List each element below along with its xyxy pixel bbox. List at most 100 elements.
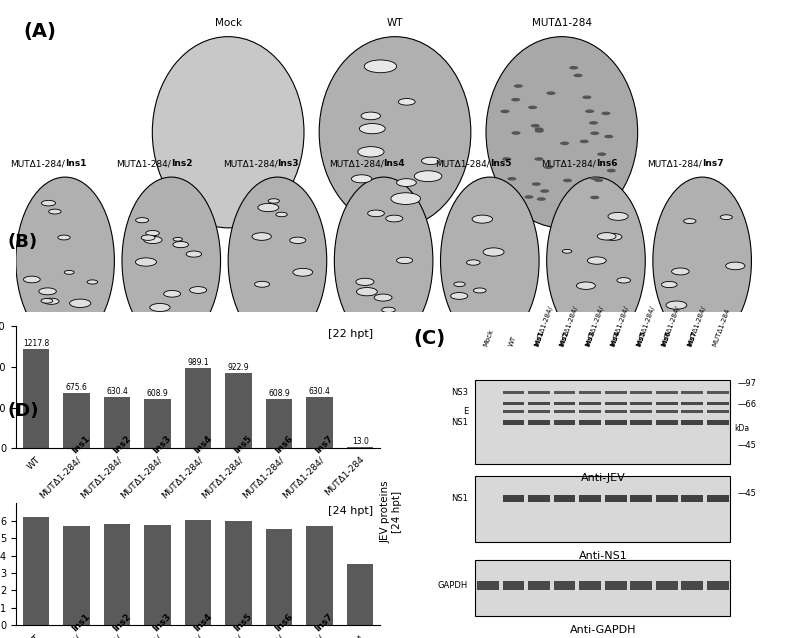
Text: Ins7: Ins7	[687, 330, 698, 347]
Bar	[266, 399, 292, 449]
Text: —66: —66	[738, 399, 757, 409]
Bar	[554, 410, 575, 413]
Circle shape	[720, 215, 732, 219]
Bar	[656, 410, 678, 413]
Text: Ins3: Ins3	[585, 330, 596, 347]
Text: Mock: Mock	[215, 18, 242, 27]
Text: Ins5: Ins5	[635, 330, 647, 347]
Bar	[604, 410, 626, 413]
Text: Ins1: Ins1	[70, 611, 92, 633]
Circle shape	[601, 112, 611, 115]
Circle shape	[414, 171, 442, 182]
Circle shape	[726, 262, 745, 270]
Circle shape	[569, 66, 578, 70]
Circle shape	[397, 179, 416, 186]
Bar	[681, 581, 703, 590]
Text: WT: WT	[508, 335, 517, 347]
Bar	[604, 581, 626, 590]
Circle shape	[532, 182, 541, 186]
Circle shape	[135, 258, 156, 266]
Text: [22 hpt]: [22 hpt]	[328, 329, 373, 339]
Circle shape	[507, 177, 517, 181]
Circle shape	[514, 84, 523, 88]
Bar	[347, 564, 374, 625]
Circle shape	[43, 298, 59, 304]
Bar	[656, 495, 678, 503]
Text: WT: WT	[387, 18, 403, 27]
Text: (A): (A)	[24, 22, 56, 41]
Bar	[579, 391, 601, 394]
Bar	[554, 581, 575, 590]
Text: Ins7: Ins7	[314, 611, 335, 633]
Circle shape	[483, 248, 504, 256]
Text: Ins6: Ins6	[596, 159, 618, 168]
Bar	[528, 410, 550, 413]
Bar	[307, 397, 333, 449]
Text: Ins1: Ins1	[533, 330, 545, 347]
Circle shape	[364, 60, 397, 73]
Bar	[528, 581, 550, 590]
Text: (C): (C)	[413, 329, 446, 348]
Circle shape	[136, 218, 149, 223]
Text: 630.4: 630.4	[309, 387, 330, 396]
Circle shape	[358, 147, 384, 157]
Circle shape	[450, 293, 468, 299]
Bar	[630, 495, 652, 503]
Bar	[579, 581, 601, 590]
Circle shape	[597, 233, 616, 240]
Bar	[681, 495, 703, 503]
Text: Anti-GAPDH: Anti-GAPDH	[570, 625, 636, 635]
Circle shape	[540, 189, 549, 193]
Circle shape	[574, 73, 582, 77]
Bar	[656, 402, 678, 405]
Text: WT: WT	[26, 633, 43, 638]
Ellipse shape	[16, 177, 115, 345]
Bar	[681, 410, 703, 413]
Text: 675.6: 675.6	[66, 383, 88, 392]
Circle shape	[672, 268, 689, 275]
Circle shape	[577, 282, 596, 290]
Circle shape	[150, 304, 170, 311]
Bar	[23, 350, 49, 449]
Text: MUTΔ1-284/: MUTΔ1-284/	[559, 305, 579, 347]
Text: Ins4: Ins4	[192, 433, 213, 455]
Bar	[579, 410, 601, 413]
Bar	[104, 524, 130, 625]
Text: E: E	[463, 406, 468, 416]
Text: Ins1: Ins1	[70, 433, 92, 455]
Circle shape	[382, 307, 395, 313]
Bar	[656, 420, 678, 424]
Circle shape	[467, 260, 480, 265]
Text: Ins6: Ins6	[273, 433, 295, 455]
Bar	[554, 391, 575, 394]
Ellipse shape	[334, 177, 433, 345]
Bar	[681, 402, 703, 405]
Text: MUTΔ1-284/: MUTΔ1-284/	[687, 305, 707, 347]
Circle shape	[386, 215, 403, 222]
Circle shape	[69, 318, 82, 323]
Circle shape	[391, 193, 420, 204]
Circle shape	[582, 96, 592, 99]
Text: MUTΔ1-284/: MUTΔ1-284/	[118, 455, 164, 500]
Bar	[707, 495, 728, 503]
Text: MUTΔ1-284/: MUTΔ1-284/	[435, 159, 490, 168]
Text: Ins2: Ins2	[559, 330, 570, 347]
Ellipse shape	[486, 36, 638, 228]
Circle shape	[562, 249, 572, 253]
Circle shape	[374, 294, 392, 301]
Circle shape	[359, 124, 386, 134]
Bar	[681, 391, 703, 394]
Circle shape	[87, 280, 98, 284]
Circle shape	[597, 152, 606, 156]
Bar	[630, 402, 652, 405]
Bar	[266, 528, 292, 625]
Circle shape	[397, 257, 412, 263]
Bar	[604, 420, 626, 424]
Bar	[477, 402, 499, 405]
Circle shape	[146, 230, 160, 236]
Circle shape	[531, 124, 540, 128]
Text: 608.9: 608.9	[147, 389, 168, 397]
Bar	[477, 410, 499, 413]
Bar	[656, 581, 678, 590]
Circle shape	[594, 179, 604, 182]
